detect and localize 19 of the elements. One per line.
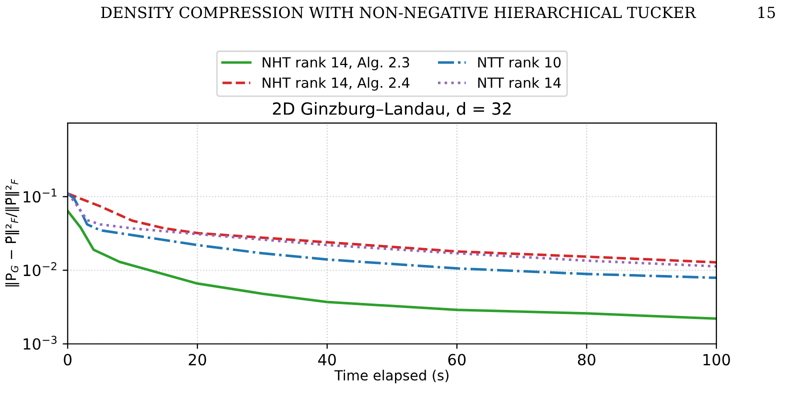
x-tick-label: 20: [188, 354, 206, 366]
legend-label: NTT rank 14: [478, 77, 561, 88]
x-tick-label: 40: [318, 354, 336, 366]
text: DENSITY COMPRESSION WITH NON-NEGATIVE HIERARCHICAL TUCKER: [101, 6, 696, 18]
x-tick-label: 80: [578, 354, 596, 366]
y-tick-label: 10$^{−2}$: [24, 262, 56, 276]
legend-label: NHT rank 14, Alg. 2.4: [262, 77, 410, 91]
legend-label: NHT rank 14, Alg. 2.3: [262, 56, 410, 70]
line-series: [68, 210, 716, 320]
x-tick-label: 60: [448, 354, 466, 366]
x-tick-label: 100: [703, 354, 730, 366]
y-tick-label: 10$^{−3}$: [24, 336, 57, 350]
x-tick-label: 0: [64, 354, 72, 366]
y-axis-title: ‖P$_{G}$ − P̃‖²$_{F}$/‖P̃‖²$_{F}$: [5, 178, 20, 286]
text: 15: [758, 6, 775, 18]
legend-label: NTT rank 10: [478, 56, 561, 68]
x-axis-title: Time elapsed (s): [334, 370, 448, 384]
chart-title: 2D Ginzburg–Landau, d = 32: [272, 102, 511, 118]
y-tick-label: 10$^{−1}$: [24, 188, 56, 203]
